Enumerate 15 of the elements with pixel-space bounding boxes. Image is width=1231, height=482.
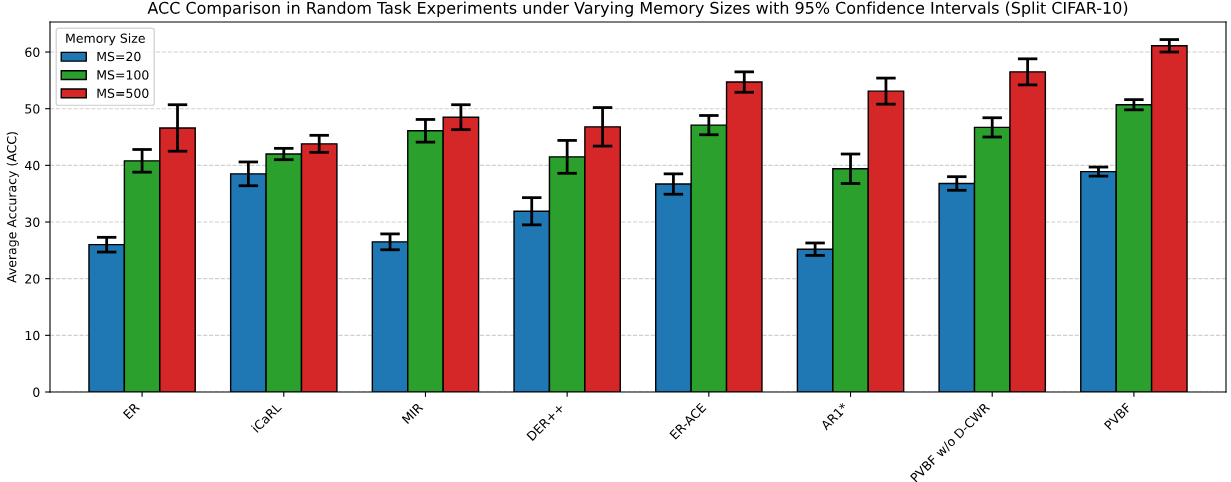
y-tick-label: 10 — [25, 330, 40, 341]
y-tick-label: 0 — [33, 387, 40, 397]
y-tick-label: 50 — [25, 104, 40, 114]
x-tick-label: MIR — [401, 402, 424, 424]
x-tick-label: ER — [122, 402, 140, 420]
legend-label: MS=500 — [97, 88, 149, 98]
legend-title: Memory Size — [66, 33, 145, 46]
chart-title: ACC Comparison in Random Task Experiments under Varying Memory Sizes with 95% Confidence Intervals (Split CIFAR-10) — [147, 1, 1128, 17]
y-tick-label: 60 — [25, 47, 40, 57]
legend-label: MS=100 — [97, 70, 149, 80]
y-axis-title: Average Accuracy (ACC) — [6, 132, 19, 283]
y-tick-label: 30 — [25, 217, 40, 227]
y-tick-label: 20 — [25, 274, 40, 284]
legend-label: MS=20 — [97, 51, 141, 62]
y-tick-label: 40 — [24, 160, 40, 171]
